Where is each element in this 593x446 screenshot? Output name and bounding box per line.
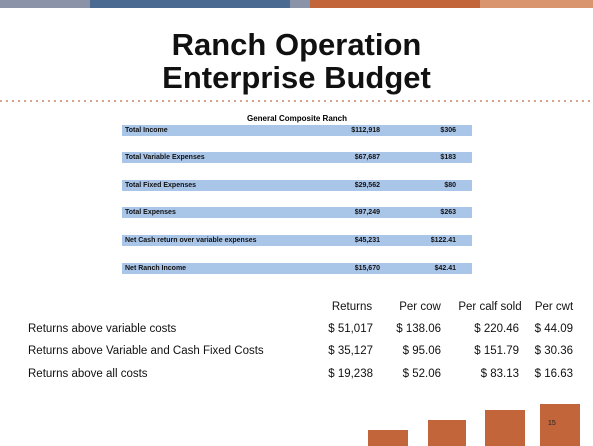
- title: Ranch Operation: [171, 27, 422, 62]
- row-value: $ 138.06: [396, 323, 441, 335]
- deco-bar: [485, 410, 525, 446]
- col-header: Per cow: [399, 301, 441, 313]
- deco-bar: [428, 420, 466, 446]
- row-value: $ 83.13: [480, 368, 519, 380]
- row-per-cow: $80: [444, 182, 456, 189]
- row-per-cow: $263: [440, 209, 456, 216]
- row-label: Total Income: [125, 127, 168, 134]
- row-value: $ 51,017: [328, 323, 373, 335]
- row-label: Net Ranch Income: [125, 265, 187, 272]
- top-bar: [480, 0, 593, 8]
- row-label: Total Variable Expenses: [125, 154, 205, 161]
- budget-row: Total Expenses $97,249 $263: [122, 207, 472, 218]
- row-per-cow: $306: [440, 127, 456, 134]
- title: Enterprise Budget: [162, 60, 431, 95]
- row-per-cow: $42.41: [434, 265, 456, 272]
- col-header: Per cwt: [534, 301, 574, 313]
- deco-bar: [368, 430, 408, 446]
- row-per-cow: $183: [440, 154, 456, 161]
- row-label: Total Fixed Expenses: [125, 182, 197, 189]
- budget-row: Total Variable Expenses $67,687 $183: [122, 152, 472, 163]
- row-total: $97,249: [354, 209, 380, 216]
- row-total: $112,918: [351, 127, 380, 134]
- row-per-cow: $122.41: [430, 237, 456, 244]
- page-number: 15: [548, 420, 556, 427]
- budget-row: Net Cash return over variable expenses $4…: [122, 235, 472, 246]
- row-value: $ 44.09: [534, 323, 573, 335]
- budget-title: General Composite Ranch: [246, 114, 348, 123]
- row-total: $67,687: [354, 154, 380, 161]
- row-value: $ 220.46: [474, 323, 519, 335]
- row-total: $45,231: [354, 237, 380, 244]
- row-total: $15,670: [354, 265, 380, 272]
- budget-row: Net Ranch Income $15,670 $42.41: [122, 263, 472, 274]
- deco-bar: [540, 404, 580, 446]
- row-total: $29,562: [354, 182, 380, 189]
- top-bar: [90, 0, 290, 8]
- row-value: $ 30.36: [534, 345, 573, 357]
- row-label: Returns above Variable and Cash Fixed Co…: [28, 345, 264, 357]
- row-label: Total Expenses: [125, 209, 176, 216]
- budget-row: Total Fixed Expenses $29,562 $80: [122, 180, 472, 191]
- col-header: Returns: [331, 301, 373, 313]
- row-label: Returns above variable costs: [28, 323, 177, 335]
- row-value: $ 95.06: [402, 345, 441, 357]
- top-bar: [0, 0, 90, 8]
- top-bar: [290, 0, 310, 8]
- budget-row: Total Income $112,918 $306: [122, 125, 472, 136]
- row-value: $ 52.06: [402, 368, 441, 380]
- top-bar: [310, 0, 480, 8]
- row-value: $ 151.79: [474, 345, 519, 357]
- row-value: $ 19,238: [328, 368, 373, 380]
- row-value: $ 16.63: [534, 368, 573, 380]
- col-header: Per calf sold: [458, 301, 522, 313]
- row-label: Net Cash return over variable expenses: [125, 237, 257, 244]
- row-value: $ 35,127: [328, 345, 373, 357]
- row-label: Returns above all costs: [28, 368, 148, 380]
